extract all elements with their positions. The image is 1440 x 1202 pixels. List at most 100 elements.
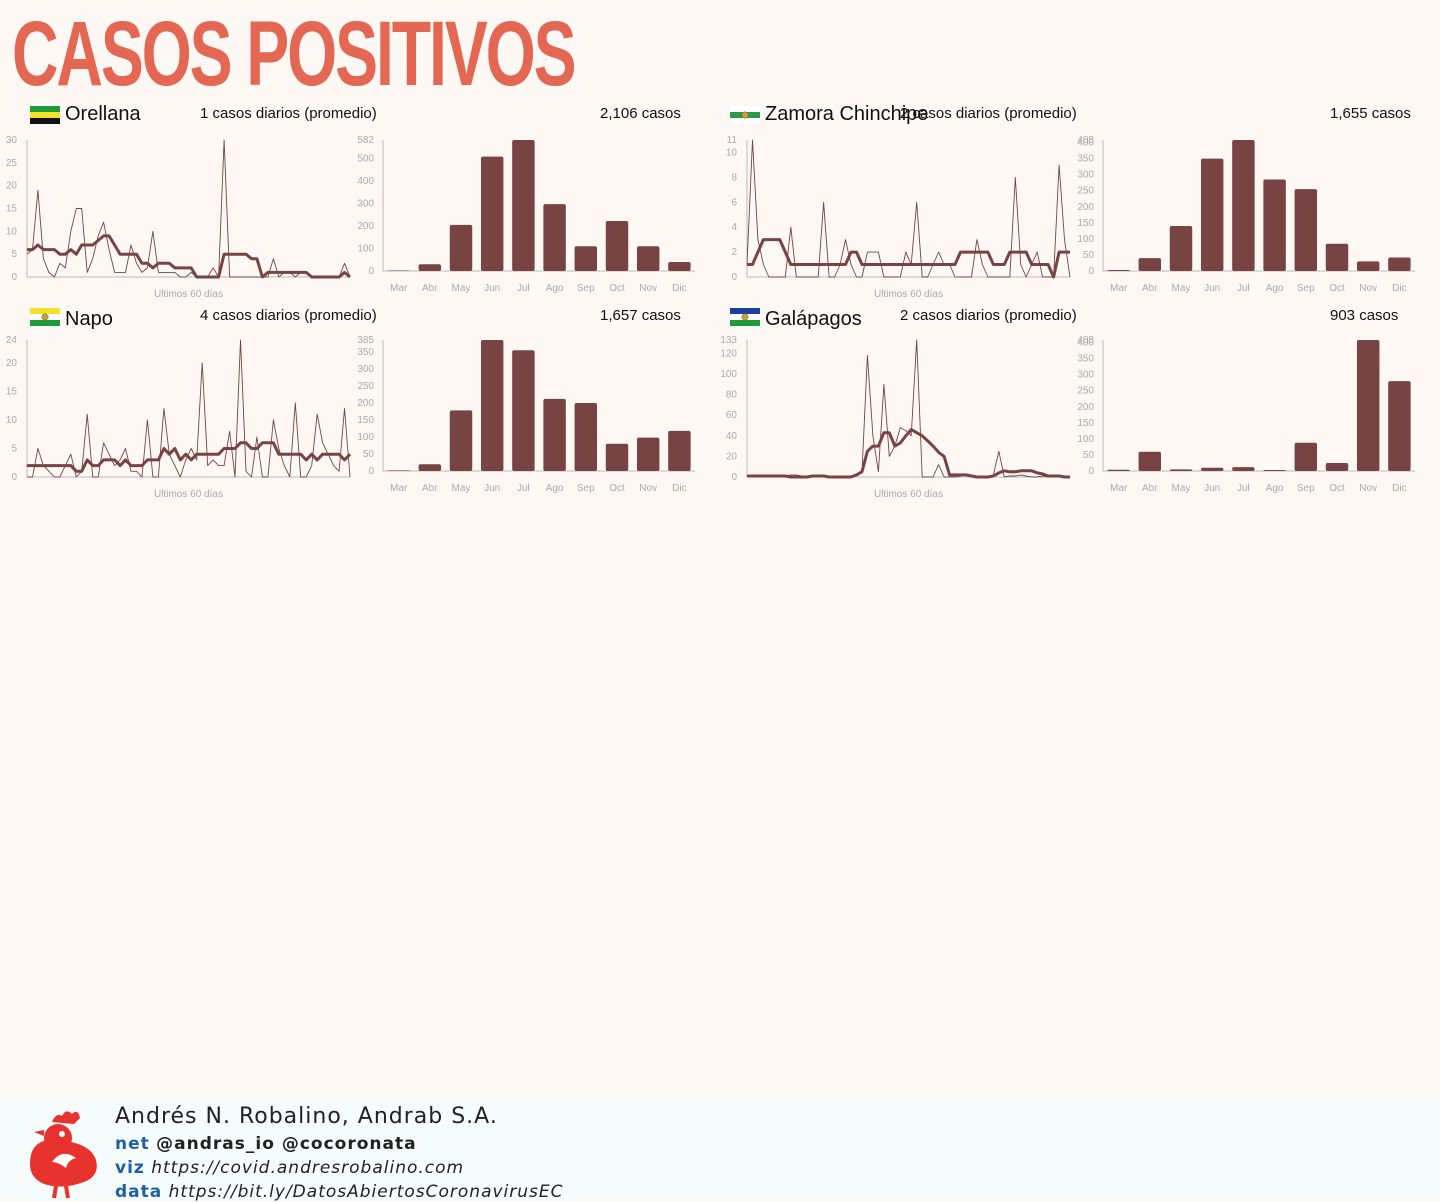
total-cases: 2,106 casos: [600, 105, 681, 122]
y-tick-label: 0: [11, 472, 17, 483]
napo-flag-icon: [30, 308, 60, 326]
province-panel-orellana: Orellana 1 casos diarios (promedio) 2,10…: [30, 101, 730, 301]
y-tick-label: 250: [1077, 186, 1094, 197]
bar-mar: [1107, 469, 1130, 471]
bar-abr: [418, 464, 442, 471]
x-tick-label: Nov: [1359, 283, 1377, 294]
daily-average: 4 casos diarios (promedio): [200, 307, 377, 324]
bar-may: [449, 410, 473, 471]
footer-data-line: data https://bit.ly/DatosAbiertosCoronav…: [115, 1182, 564, 1202]
y-tick-label: 100: [1077, 434, 1094, 445]
x-tick-label: Dic: [1392, 283, 1406, 294]
average-series-line: [747, 428, 1070, 479]
province-name: Galápagos: [765, 308, 862, 330]
x-tick-label: Nov: [1359, 483, 1377, 494]
x-tick-label: Abr: [1142, 283, 1158, 294]
y-tick-label: 2: [731, 247, 737, 258]
x-tick-label: Jul: [517, 283, 530, 294]
x-tick-label: Sep: [1297, 483, 1315, 494]
y-tick-label: 15: [6, 204, 18, 215]
y-tick-label: 350: [1077, 354, 1094, 365]
average-series-line: [27, 441, 352, 473]
x-tick-label: Oct: [609, 483, 625, 494]
bar-dic: [668, 261, 691, 271]
bar-oct: [605, 221, 629, 271]
y-tick-label: 11: [727, 135, 738, 146]
orellana-line-chart: 0 5 10 15 20 25 30 Ultimos 60 días: [6, 135, 351, 300]
bar-jul: [1232, 140, 1255, 271]
x-tick-label: Oct: [1329, 483, 1345, 494]
province-panel-galapagos: Galápagos 2 casos diarios (promedio) 903…: [730, 303, 1430, 503]
province-panel-zamora-chinchipe: Zamora Chinchipe 2 casos diarios (promed…: [730, 101, 1430, 301]
province-name: Orellana: [65, 103, 141, 125]
y-tick-label: 150: [357, 415, 374, 426]
bar-abr: [1138, 451, 1162, 471]
y-tick-label: 4: [731, 222, 737, 233]
bar-sep: [574, 402, 598, 471]
bar-sep: [1294, 442, 1318, 471]
y-tick-label: 250: [1077, 386, 1094, 397]
y-tick-label: 0: [731, 472, 737, 483]
y-tick-label: 133: [720, 335, 737, 346]
daily-series-line: [747, 339, 1070, 478]
daily-average: 1 casos diarios (promedio): [200, 105, 377, 122]
bar-jul: [1232, 467, 1255, 471]
x-tick-label: Sep: [577, 483, 595, 494]
bar-oct: [1325, 243, 1349, 271]
bar-ago: [543, 398, 566, 471]
x-tick-label: Ago: [546, 283, 564, 294]
daily-average: 2 casos diarios (promedio): [900, 105, 1077, 122]
bar-abr: [1138, 258, 1162, 271]
total-cases: 1,655 casos: [1330, 105, 1411, 122]
footer-viz-line: viz https://covid.andresrobalino.com: [115, 1158, 464, 1178]
x-tick-label: Sep: [577, 283, 595, 294]
y-tick-label: 350: [1077, 154, 1094, 165]
footer-viz-key: viz: [115, 1158, 145, 1178]
y-tick-label: 50: [363, 449, 375, 460]
average-series-line: [747, 238, 1070, 279]
y-tick-label: 5: [11, 249, 17, 260]
y-tick-label: 400: [1077, 138, 1094, 149]
footer-data-link[interactable]: https://bit.ly/DatosAbiertosCoronavirusE…: [168, 1182, 564, 1202]
y-tick-label: 300: [1077, 370, 1094, 381]
bar-ago: [1263, 179, 1286, 271]
bar-jun: [1200, 467, 1224, 471]
y-tick-label: 250: [357, 381, 374, 392]
footer-net-value[interactable]: @andras_io @cocoronata: [156, 1134, 417, 1154]
y-tick-label: 150: [1077, 218, 1094, 229]
x-tick-label: Mar: [390, 283, 408, 294]
y-tick-label: 50: [1083, 450, 1095, 461]
daily-series-line: [746, 139, 1071, 278]
bar-nov: [636, 437, 660, 471]
y-tick-label: 300: [357, 198, 374, 209]
bar-may: [1169, 226, 1193, 271]
footer-data-key: data: [115, 1182, 163, 1202]
footer-author: Andrés N. Robalino, Andrab S.A.: [115, 1104, 498, 1129]
bar-jul: [512, 140, 535, 271]
x-tick-label: Nov: [639, 283, 657, 294]
y-tick-label: 20: [6, 181, 18, 192]
y-tick-label: 0: [11, 272, 17, 283]
footer-viz-link[interactable]: https://covid.andresrobalino.com: [151, 1158, 465, 1178]
x-tick-label: Ago: [1266, 283, 1284, 294]
footer-net-line: net @andras_io @cocoronata: [115, 1134, 417, 1154]
y-tick-label: 0: [1088, 466, 1094, 477]
province-name: Napo: [65, 308, 113, 330]
y-tick-label: 120: [720, 348, 737, 359]
y-tick-label: 10: [6, 415, 18, 426]
footer: Andrés N. Robalino, Andrab S.A. net @and…: [0, 1096, 1440, 1202]
y-tick-label: 60: [726, 410, 738, 421]
bar-mar: [387, 470, 410, 471]
daily-average: 2 casos diarios (promedio): [900, 307, 1077, 324]
y-tick-label: 8: [731, 172, 737, 183]
y-tick-label: 300: [357, 364, 374, 375]
x-tick-label: May: [1172, 483, 1191, 494]
bar-ago: [543, 204, 566, 271]
bar-jun: [480, 156, 504, 271]
page-title: CASOS POSITIVOS: [12, 3, 577, 105]
x-tick-label: Jun: [1204, 283, 1220, 294]
